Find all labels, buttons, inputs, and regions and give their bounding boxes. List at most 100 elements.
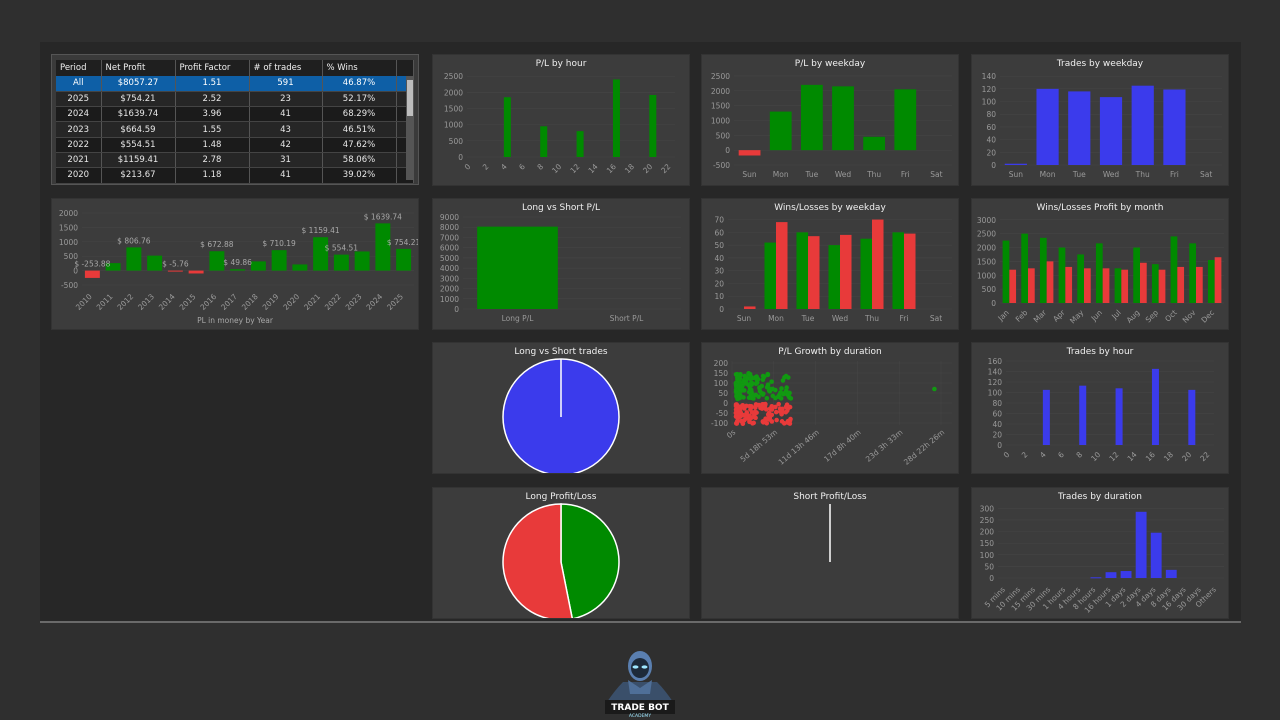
scatter-point[interactable] [734,420,740,425]
scatter-point[interactable] [738,372,743,378]
bar[interactable] [147,255,163,271]
bar[interactable] [1039,237,1047,303]
scatter-point[interactable] [748,407,753,412]
bar[interactable] [1105,572,1117,578]
scatter-point[interactable] [753,402,759,407]
scatter-point[interactable] [741,395,746,400]
bar[interactable] [1065,266,1073,303]
bar[interactable] [1163,89,1186,165]
scatter-point[interactable] [932,386,937,392]
bar[interactable] [292,264,308,271]
bar[interactable] [1151,264,1159,303]
bar[interactable] [612,79,620,157]
scatter-point[interactable] [738,384,743,389]
bar[interactable] [1002,240,1010,303]
table-row[interactable]: 2023 $664.59 1.55 43 46.51% [56,121,414,138]
header-trades[interactable]: # of trades [249,60,323,76]
bar[interactable] [1158,269,1166,303]
table-row[interactable]: All $8057.27 1.51 591 46.87% [56,76,414,92]
scatter-point[interactable] [747,416,753,421]
scatter-point[interactable] [781,421,787,426]
table-scrollbar[interactable] [406,76,414,180]
scatter-point[interactable] [765,372,771,378]
bar[interactable] [271,250,287,271]
bar[interactable] [126,247,142,271]
bar[interactable] [1196,266,1203,303]
bar[interactable] [1084,268,1091,303]
bar[interactable] [872,219,884,309]
bar[interactable] [375,223,391,271]
header-net-profit[interactable]: Net Profit [101,60,176,76]
bar[interactable] [1188,389,1196,445]
bar[interactable] [769,111,792,151]
bar[interactable] [1009,269,1017,303]
scatter-point[interactable] [750,381,755,386]
bar[interactable] [1021,233,1028,303]
scatter-point[interactable] [733,389,739,395]
bar[interactable] [1121,269,1129,303]
bar[interactable] [1214,257,1222,303]
scatter-point[interactable] [783,388,789,394]
scatter-point[interactable] [769,379,774,385]
scatter-point[interactable] [770,393,776,399]
bar[interactable] [738,150,761,156]
bar[interactable] [540,126,548,157]
table-row[interactable]: 2022 $554.51 1.48 42 47.62% [56,137,414,153]
scatter-point[interactable] [733,382,739,388]
bar[interactable] [1131,85,1154,165]
scatter-point[interactable] [787,421,793,426]
bar[interactable] [904,233,916,309]
bar[interactable] [828,245,840,309]
scatter-point[interactable] [785,406,791,411]
scatter-point[interactable] [744,410,750,415]
scatter-point[interactable] [780,406,785,412]
bar[interactable] [863,136,886,151]
bar[interactable] [1042,389,1050,445]
bar[interactable] [1120,571,1132,578]
bar[interactable] [1114,268,1122,303]
scatter-point[interactable] [766,388,772,394]
bar[interactable] [1046,261,1054,303]
scatter-point[interactable] [753,392,759,398]
bar[interactable] [796,232,808,309]
bar[interactable] [1077,254,1084,303]
scatter-point[interactable] [763,401,768,407]
header-profit-factor[interactable]: Profit Factor [175,60,250,76]
scatter-point[interactable] [736,409,741,415]
bar[interactable] [1189,243,1196,303]
scatter-point[interactable] [760,391,766,397]
bar[interactable] [894,89,917,151]
scatter-point[interactable] [788,416,793,422]
bar[interactable] [1090,577,1102,579]
bar[interactable] [209,251,225,271]
bar[interactable] [477,226,558,309]
bar[interactable] [832,86,854,151]
scatter-point[interactable] [748,395,754,401]
bar[interactable] [576,131,584,157]
scatter-point[interactable] [739,412,745,418]
bar[interactable] [313,237,329,271]
bar[interactable] [764,242,776,309]
scatter-point[interactable] [733,402,739,407]
header-wins[interactable]: % Wins [322,60,397,76]
scatter-point[interactable] [744,376,750,381]
bar[interactable] [1079,385,1087,445]
scatter-point[interactable] [769,419,775,424]
scatter-point[interactable] [757,388,763,394]
bar[interactable] [1058,247,1066,303]
scatter-point[interactable] [735,415,740,420]
scatter-point[interactable] [764,395,770,401]
bar[interactable] [188,270,204,274]
bar[interactable] [105,263,121,271]
scatter-point[interactable] [763,416,768,422]
bar[interactable] [892,232,904,309]
scatter-point[interactable] [744,416,749,421]
bar[interactable] [1177,266,1185,303]
bar[interactable] [84,270,100,278]
scatter-point[interactable] [761,420,766,425]
header-period[interactable]: Period [56,60,102,76]
table-row[interactable]: 2020 $213.67 1.18 41 39.02% [56,167,414,184]
bar[interactable] [1028,268,1035,303]
bar[interactable] [776,222,788,309]
table-row[interactable]: 2024 $1639.74 3.96 41 68.29% [56,106,414,123]
